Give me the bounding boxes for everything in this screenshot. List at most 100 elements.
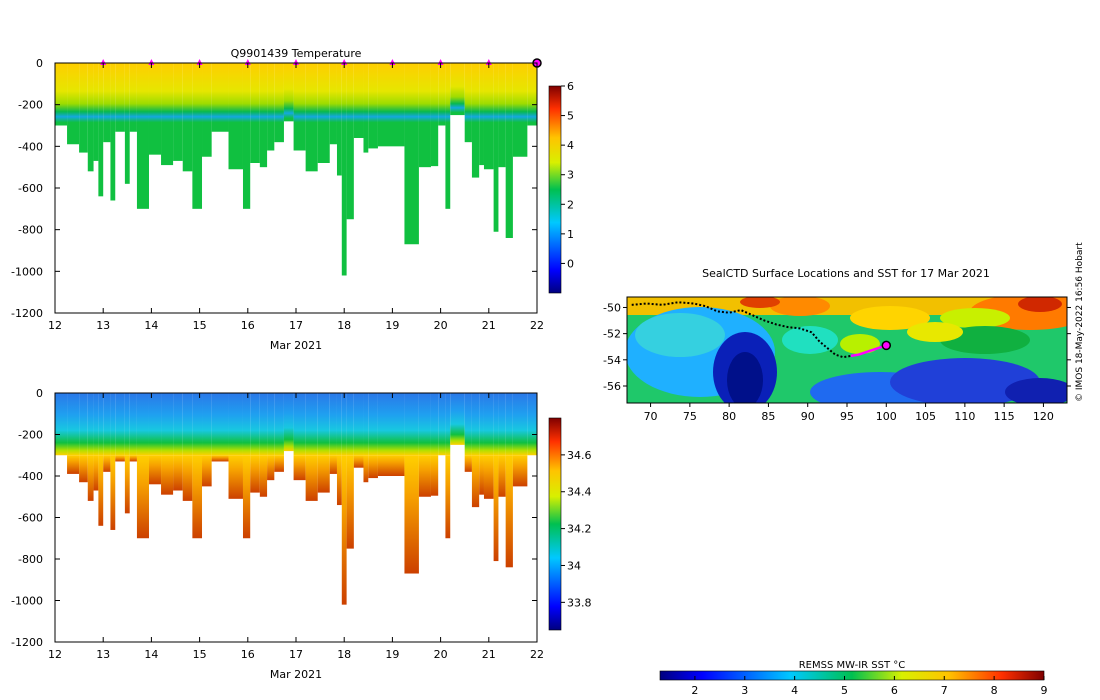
salinity-profile-deep [418,455,431,497]
salinity-profile-upper [124,393,130,456]
salinity-profile-deep [293,455,306,481]
sst-map-axes: 70 75 80 85 90 95 100 105 110 115 120 -50 -52 -54 -56 [603,301,1071,423]
x-tick-label: 16 [241,319,255,332]
salinity-profile-deep [103,455,111,472]
temperature-profile-upper [87,63,94,126]
colorbar-tick-label: 2 [567,198,574,211]
salinity-profile-deep [110,455,116,530]
temperature-profile-upper [192,63,203,126]
map-x-tick-label: 70 [644,410,658,423]
salinity-profile-upper [346,393,354,456]
salinity-profile-upper [368,393,378,456]
salinity-profile-deep [341,455,347,605]
temperature-profile-deep [418,125,431,168]
temperature-profile-upper [202,63,212,126]
sst-colorbar-tick-label: 8 [991,684,998,697]
temperature-profile-deep [202,125,212,157]
temperature-profile-deep [173,125,183,161]
x-tick-label: 21 [482,648,496,661]
colorbar-tick-label: 4 [567,139,574,152]
salinity-profile-upper [259,393,268,456]
salinity-profile-deep [363,455,369,483]
map-y-tick-label: -54 [603,354,621,367]
salinity-profile-upper [505,393,513,456]
sst-colorbar-tick-label: 6 [891,684,898,697]
salinity-profile-upper [404,393,419,456]
x-tick-label: 22 [530,319,544,332]
temperature-profile-deep [115,125,125,132]
temperature-profile-deep [211,125,229,132]
salinity-profile-deep [430,455,439,496]
salinity-profile-upper [293,393,306,456]
temperature-title: Q9901439 Temperature [231,47,362,60]
salinity-profile-deep [259,455,268,497]
temperature-profile-deep [250,125,260,163]
map-x-tick-label: 115 [994,410,1015,423]
sst-colorbar-tick-label: 4 [791,684,798,697]
salinity-axes: 12 13 14 15 16 17 18 19 20 21 22 0 -200 -400 -600 -800 -… [11,387,544,661]
sst-map-panel: SealCTD Surface Locations and SST for 17… [603,267,1071,697]
x-tick-label: 12 [48,648,62,661]
temperature-profile-upper [67,63,80,126]
salinity-profile-upper [329,393,337,456]
temperature-profile-deep [498,125,506,168]
temperature-profile-deep [329,125,337,145]
salinity-profile-upper [79,393,88,456]
imos-credit: © IMOS 18-May-2022 16:56 Hobart [1075,242,1085,402]
x-tick-label: 21 [482,319,496,332]
salinity-profile-upper [136,393,149,456]
salinity-profile-upper [93,393,99,456]
salinity-profile-upper [250,393,260,456]
temperature-profile-deep [377,125,405,147]
temperature-profile-deep [129,125,137,132]
temperature-profiles [55,63,537,276]
temperature-profile-deep [67,125,80,145]
salinity-profile-deep [346,455,354,549]
salinity-profile-upper [317,393,330,456]
temperature-profile-upper [483,63,494,126]
temperature-profile-upper [329,63,337,126]
temperature-profile-upper [317,63,330,126]
temperature-profile-upper [471,63,480,126]
temperature-profile-deep [148,125,162,155]
salinity-profile-deep [498,455,506,497]
salinity-profile-upper [242,393,251,456]
y-tick-label: -600 [18,512,43,525]
sst-colorbar-tick-label: 7 [941,684,948,697]
temperature-profile-upper [115,63,125,126]
salinity-profile-deep [250,455,260,493]
salinity-profile-deep [305,455,318,501]
salinity-profile-deep [136,455,149,539]
colorbar-tick-label: 34.6 [567,449,592,462]
temperature-profile-upper [242,63,251,126]
salinity-profile-upper [173,393,183,456]
salinity-profile-upper [87,393,94,456]
x-tick-label: 12 [48,319,62,332]
y-tick-label: -1000 [11,265,43,278]
salinity-profile-deep [329,455,337,474]
salinity-profile-deep [471,455,480,508]
temperature-profile-upper [173,63,183,126]
temperature-profile-upper [404,63,419,126]
seal-last-position [881,340,892,351]
temperature-profile-upper [283,63,294,122]
temperature-profile-deep [182,125,193,172]
sst-colorbar-tick-label: 9 [1041,684,1048,697]
x-tick-label: 14 [144,648,158,661]
temperature-profile-upper [527,63,537,126]
sst-colorbar [659,670,1045,681]
y-tick-label: -1000 [11,595,43,608]
seal-track-path [631,301,852,359]
temperature-profile-deep [93,125,99,161]
temperature-profile-upper [512,63,528,126]
temperature-profile-deep [336,125,342,176]
salinity-profile-upper [336,393,342,456]
temperature-profile-upper [228,63,243,126]
x-tick-label: 20 [434,319,448,332]
temperature-xlabel: Mar 2021 [270,339,322,352]
x-tick-label: 18 [337,648,351,661]
x-tick-label: 22 [530,648,544,661]
temperature-colorbar-ticks: 0 1 2 3 4 5 6 [561,80,574,270]
salinity-profile-deep [192,455,203,539]
